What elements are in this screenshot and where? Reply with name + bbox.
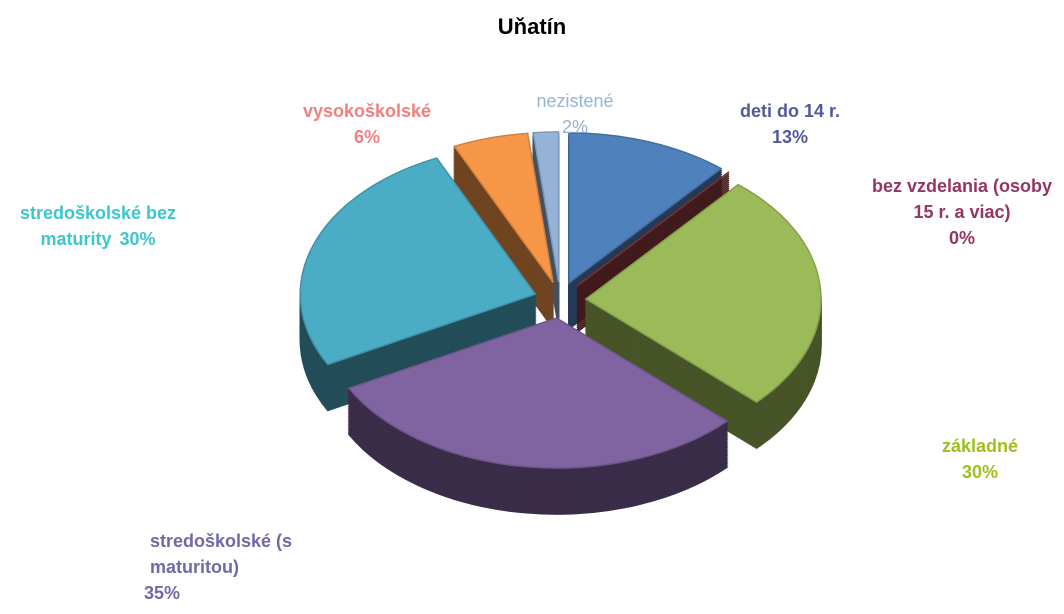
value-label: 2% [561,117,588,137]
data-label: nezistené 2% [515,88,635,140]
category-label: nezistené [536,91,614,111]
category-label: deti do 14 r. [739,101,841,121]
slice [584,183,822,404]
value-label: 30% [961,462,999,482]
slice [568,132,723,285]
chart-title: Uňatín [497,14,567,39]
data-label: základné 30% [920,433,1040,485]
value-label: 0% [948,228,975,248]
data-label: bez vzdelania (osoby 15 r. a viac) 0% [863,173,1061,251]
category-label: stredoškolské (s maturitou) [150,531,293,577]
value-label: 13% [771,127,809,147]
slice [299,157,537,366]
value-label: 6% [353,127,380,147]
data-label: stredoškolské bez maturity 30% [0,200,196,252]
data-label: vysokoškolské 6% [277,98,457,150]
category-label: stredoškolské bez maturity [19,203,177,249]
slice [532,131,560,282]
slice [347,317,729,469]
category-label: vysokoškolské [302,101,432,121]
slice [453,132,554,283]
value-label: 30% [119,229,156,249]
data-label: stredoškolské (s maturitou) 35% [144,528,370,606]
value-label: 35% [144,583,181,603]
category-label: základné [941,436,1019,456]
data-label: deti do 14 r. 13% [710,98,870,150]
category-label: bez vzdelania (osoby 15 r. a viac) [871,176,1053,222]
